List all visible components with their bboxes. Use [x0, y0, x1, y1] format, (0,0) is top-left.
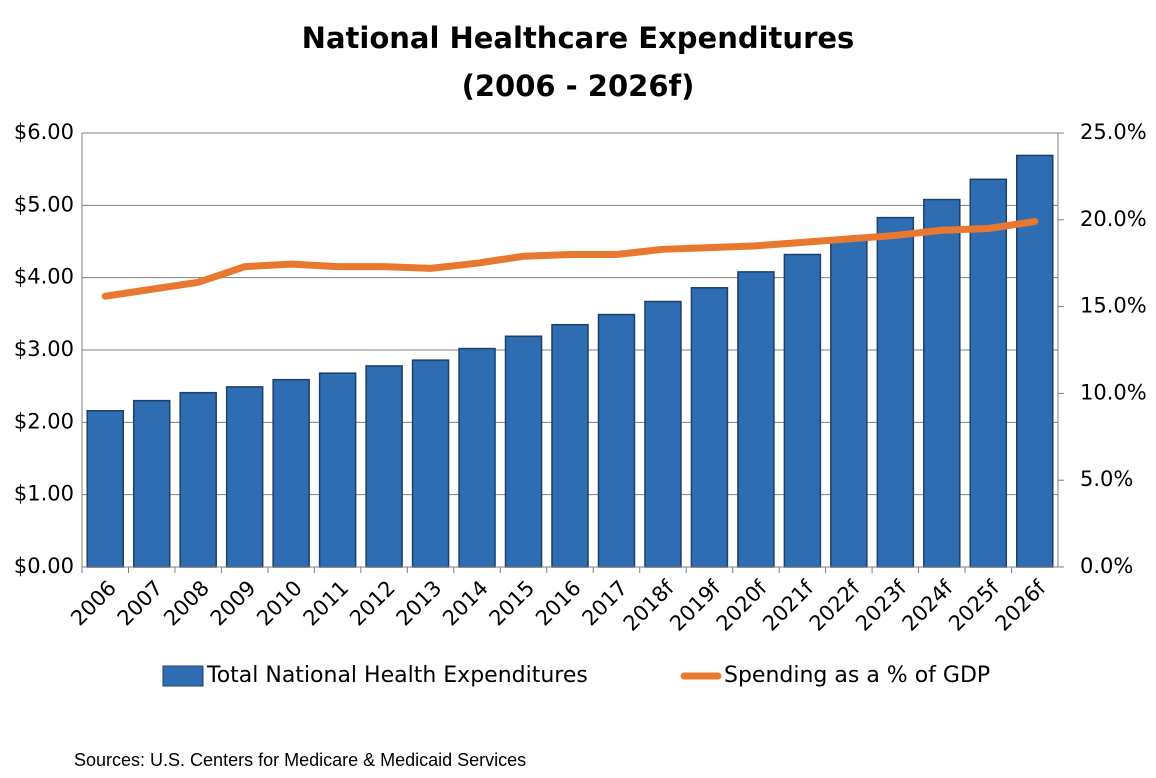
source-note: Sources: U.S. Centers for Medicare & Med…	[74, 750, 526, 770]
x-tick-label: 2024f	[898, 575, 958, 635]
x-tick-label: 2009	[206, 576, 261, 631]
bar	[969, 178, 1008, 568]
y2-tick-label: 10.0%	[1080, 380, 1147, 404]
x-tick-label: 2020f	[712, 575, 772, 635]
x-tick-label: 2023f	[851, 575, 911, 635]
bar	[365, 365, 403, 568]
x-tick-label: 2010	[252, 576, 307, 631]
bar	[458, 347, 496, 568]
x-tick-label: 2018f	[619, 575, 679, 635]
x-tick-label: 2006	[66, 576, 121, 631]
bar	[783, 253, 822, 568]
y2-tick-label: 5.0%	[1080, 467, 1133, 491]
line	[101, 218, 1039, 300]
y-tick-label: $4.00	[14, 265, 74, 289]
y2-tick-label: 25.0%	[1080, 120, 1147, 144]
y2-tick-label: 20.0%	[1080, 207, 1147, 231]
bar	[644, 300, 682, 568]
x-tick-label: 2012	[345, 576, 400, 631]
bar	[272, 378, 310, 568]
bar	[830, 239, 868, 568]
bar	[876, 216, 915, 568]
legend-label: Spending as a % of GDP	[724, 663, 990, 688]
x-tick-label: 2025f	[944, 575, 1004, 635]
bar	[690, 287, 729, 568]
bar	[86, 410, 124, 568]
bar	[225, 386, 264, 568]
x-tick-label: 2008	[159, 576, 214, 631]
legend-swatch	[162, 665, 204, 687]
x-tick-label: 2015	[485, 576, 540, 631]
bar	[737, 271, 775, 568]
x-tick-label: 2021f	[758, 575, 818, 635]
bar	[504, 335, 543, 568]
x-tick-label: 2007	[113, 576, 168, 631]
x-tick-label: 2016	[531, 576, 586, 631]
bar	[132, 399, 171, 568]
y-tick-label: $5.00	[14, 192, 74, 216]
x-tick-label: 2022f	[805, 575, 865, 635]
chart-subtitle: (2006 - 2026f)	[462, 69, 695, 103]
bar	[411, 359, 450, 568]
x-tick-label: 2026f	[991, 575, 1051, 635]
x-tick-label: 2011	[299, 576, 354, 631]
chart-title: National Healthcare Expenditures	[302, 21, 855, 55]
bar	[923, 198, 961, 568]
y-tick-label: $1.00	[14, 482, 74, 506]
y-tick-label: $0.00	[14, 554, 74, 578]
y-tick-label: $6.00	[14, 120, 74, 144]
legend-label: Total National Health Expenditures	[206, 663, 588, 688]
bar	[597, 313, 636, 568]
y2-tick-label: 15.0%	[1080, 294, 1147, 318]
y-tick-label: $2.00	[14, 409, 74, 433]
y-tick-label: $3.00	[14, 337, 74, 361]
bar	[179, 391, 217, 568]
bar	[318, 372, 357, 568]
bar	[551, 323, 589, 568]
y2-tick-label: 0.0%	[1080, 554, 1133, 578]
x-tick-label: 2013	[392, 576, 447, 631]
x-tick-label: 2014	[438, 576, 493, 631]
x-tick-label: 2019f	[665, 575, 725, 635]
bar	[1016, 154, 1054, 568]
